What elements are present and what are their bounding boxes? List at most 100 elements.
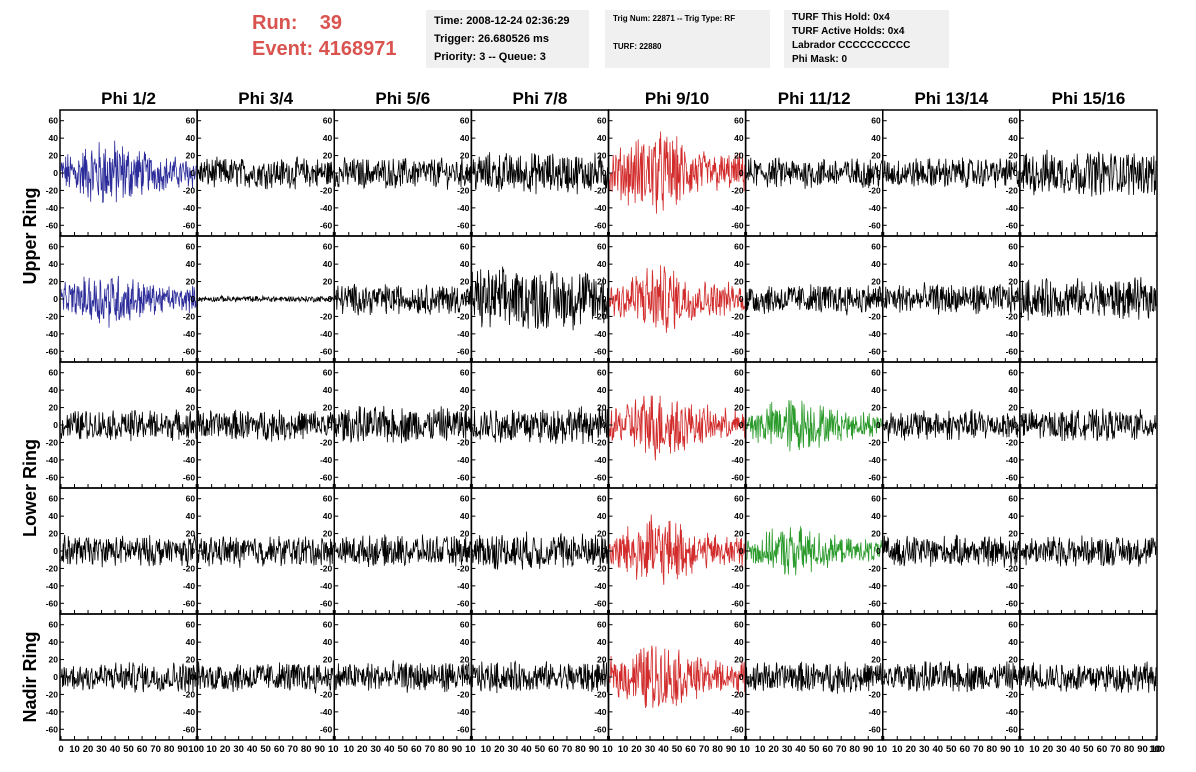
x-tick-label: 80 — [575, 744, 586, 755]
y-tick-label: 20 — [734, 277, 744, 287]
y-tick-label: 20 — [734, 655, 744, 665]
y-tick-label: -20 — [731, 311, 744, 321]
x-tick-label: 100 — [188, 744, 204, 755]
y-tick-label: 0 — [465, 546, 470, 556]
x-tick-label: 10 — [328, 744, 339, 755]
waveform-trace — [746, 157, 883, 189]
waveform-trace — [60, 275, 197, 328]
y-tick-label: -40 — [457, 455, 470, 465]
column-title: Phi 15/16 — [1052, 89, 1126, 108]
waveform-trace — [197, 535, 334, 568]
x-tick-label: 20 — [1043, 744, 1054, 755]
y-tick-label: -40 — [183, 329, 196, 339]
x-tick-label: 40 — [247, 744, 258, 755]
info-box-trig: Trig Num: 22871 -- Trig Type: RF TURF: 2… — [605, 10, 770, 68]
x-tick-label: 10 — [1151, 744, 1162, 755]
x-tick-label: 20 — [357, 744, 368, 755]
x-tick-label: 90 — [726, 744, 737, 755]
y-tick-label: -60 — [731, 598, 744, 608]
y-tick-label: -60 — [868, 724, 881, 734]
y-tick-label: 20 — [323, 529, 333, 539]
y-tick-label: 20 — [49, 403, 59, 413]
y-tick-label: 60 — [734, 368, 744, 378]
x-tick-label: 30 — [782, 744, 793, 755]
waveform-trace — [60, 534, 197, 568]
y-tick-label: 60 — [49, 116, 59, 126]
x-tick-label: 60 — [960, 744, 971, 755]
y-tick-label: -20 — [868, 437, 881, 447]
y-tick-label: -40 — [868, 329, 881, 339]
waveform-trace — [609, 395, 745, 461]
y-tick-label: 0 — [53, 168, 58, 178]
x-tick-label: 50 — [260, 744, 271, 755]
y-tick-label: 40 — [1008, 637, 1018, 647]
x-tick-label: 30 — [508, 744, 519, 755]
y-tick-label: 60 — [597, 116, 607, 126]
y-tick-label: -20 — [320, 437, 333, 447]
y-tick-label: 40 — [734, 385, 744, 395]
y-tick-label: 20 — [1008, 529, 1018, 539]
column-title: Phi 5/6 — [375, 89, 430, 108]
y-tick-label: 40 — [871, 259, 881, 269]
y-tick-label: -20 — [457, 563, 470, 573]
y-tick-label: 0 — [602, 546, 607, 556]
y-tick-label: 0 — [328, 420, 333, 430]
y-tick-label: -40 — [731, 707, 744, 717]
y-tick-label: -20 — [594, 185, 607, 195]
x-tick-label: 0 — [58, 744, 63, 755]
y-tick-label: -20 — [868, 185, 881, 195]
y-tick-label: 20 — [460, 529, 470, 539]
y-tick-label: -40 — [320, 707, 333, 717]
y-tick-label: -60 — [457, 220, 470, 230]
waveform-trace — [746, 661, 883, 694]
y-tick-label: -40 — [731, 203, 744, 213]
y-tick-label: -40 — [46, 455, 59, 465]
y-tick-label: -60 — [183, 724, 196, 734]
y-tick-label: 40 — [871, 385, 881, 395]
y-tick-label: 40 — [186, 133, 196, 143]
y-tick-label: 20 — [734, 151, 744, 161]
y-tick-label: -20 — [594, 689, 607, 699]
y-tick-label: -60 — [183, 346, 196, 356]
y-tick-label: -60 — [868, 220, 881, 230]
x-tick-label: 30 — [645, 744, 656, 755]
x-tick-label: 40 — [795, 744, 806, 755]
y-tick-label: 20 — [1008, 655, 1018, 665]
ring-label: Nadir Ring — [20, 631, 40, 722]
y-tick-label: 40 — [460, 637, 470, 647]
y-tick-label: 20 — [323, 403, 333, 413]
y-tick-label: -40 — [46, 581, 59, 591]
y-tick-label: 20 — [186, 403, 196, 413]
y-tick-label: 40 — [460, 385, 470, 395]
x-tick-label: 40 — [658, 744, 669, 755]
x-tick-label: 90 — [177, 744, 188, 755]
y-tick-label: 40 — [597, 637, 607, 647]
x-tick-label: 90 — [452, 744, 463, 755]
waveform-trace — [472, 152, 608, 195]
y-tick-label: -60 — [731, 346, 744, 356]
run-label: Run: — [252, 12, 298, 34]
y-tick-label: 20 — [49, 151, 59, 161]
y-tick-label: -40 — [183, 581, 196, 591]
waveform-trace — [472, 406, 608, 445]
y-tick-label: 0 — [602, 168, 607, 178]
y-tick-label: -40 — [457, 581, 470, 591]
y-tick-label: -60 — [731, 220, 744, 230]
y-tick-label: 0 — [1013, 546, 1018, 556]
x-tick-label: 60 — [274, 744, 285, 755]
phi-mask-text: Phi Mask: 0 — [792, 54, 848, 65]
y-tick-label: -20 — [320, 563, 333, 573]
y-tick-label: -60 — [868, 472, 881, 482]
waveform-trace — [334, 660, 471, 693]
y-tick-label: -40 — [731, 581, 744, 591]
y-tick-label: 40 — [734, 637, 744, 647]
waveform-trace — [60, 662, 197, 693]
y-tick-label: 60 — [186, 242, 196, 252]
y-tick-label: 20 — [323, 655, 333, 665]
y-tick-label: -60 — [46, 220, 59, 230]
column-title: Phi 7/8 — [513, 89, 568, 108]
y-tick-label: -20 — [183, 689, 196, 699]
x-tick-label: 70 — [973, 744, 984, 755]
y-tick-label: -40 — [594, 707, 607, 717]
x-tick-label: 70 — [699, 744, 710, 755]
